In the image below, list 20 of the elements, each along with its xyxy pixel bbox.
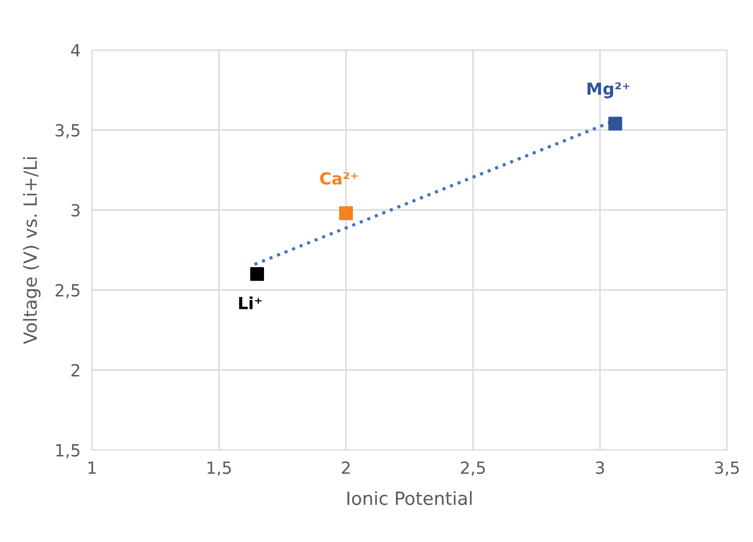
x-tick-label: 2 bbox=[342, 461, 350, 474]
point bbox=[608, 116, 622, 131]
x-tick-label: 1 bbox=[88, 462, 96, 474]
annotation: Ca²⁺ bbox=[320, 172, 358, 185]
x-tick-label: 3 bbox=[596, 461, 604, 474]
x-tick-label: 1,5 bbox=[208, 462, 231, 476]
point bbox=[250, 267, 264, 281]
annotation: Mg²⁺ bbox=[588, 82, 630, 98]
y-axis-title: Voltage (V) vs. Li+/Li bbox=[23, 157, 40, 344]
y-tick-label: 3 bbox=[72, 204, 80, 217]
y-tick-label: 4 bbox=[71, 44, 80, 56]
y-tick-label: 2 bbox=[72, 364, 80, 376]
point bbox=[339, 206, 353, 220]
x-tick-label: 2,5 bbox=[460, 461, 485, 476]
annotation: Li⁺ bbox=[239, 296, 262, 310]
x-axis-title: Ionic Potential bbox=[347, 491, 472, 506]
y-tick-label: 1,5 bbox=[56, 444, 80, 458]
y-tick-label: 2,5 bbox=[56, 284, 80, 298]
x-tick-label: 3,5 bbox=[715, 461, 739, 476]
y-tick-label: 3,5 bbox=[56, 124, 80, 138]
